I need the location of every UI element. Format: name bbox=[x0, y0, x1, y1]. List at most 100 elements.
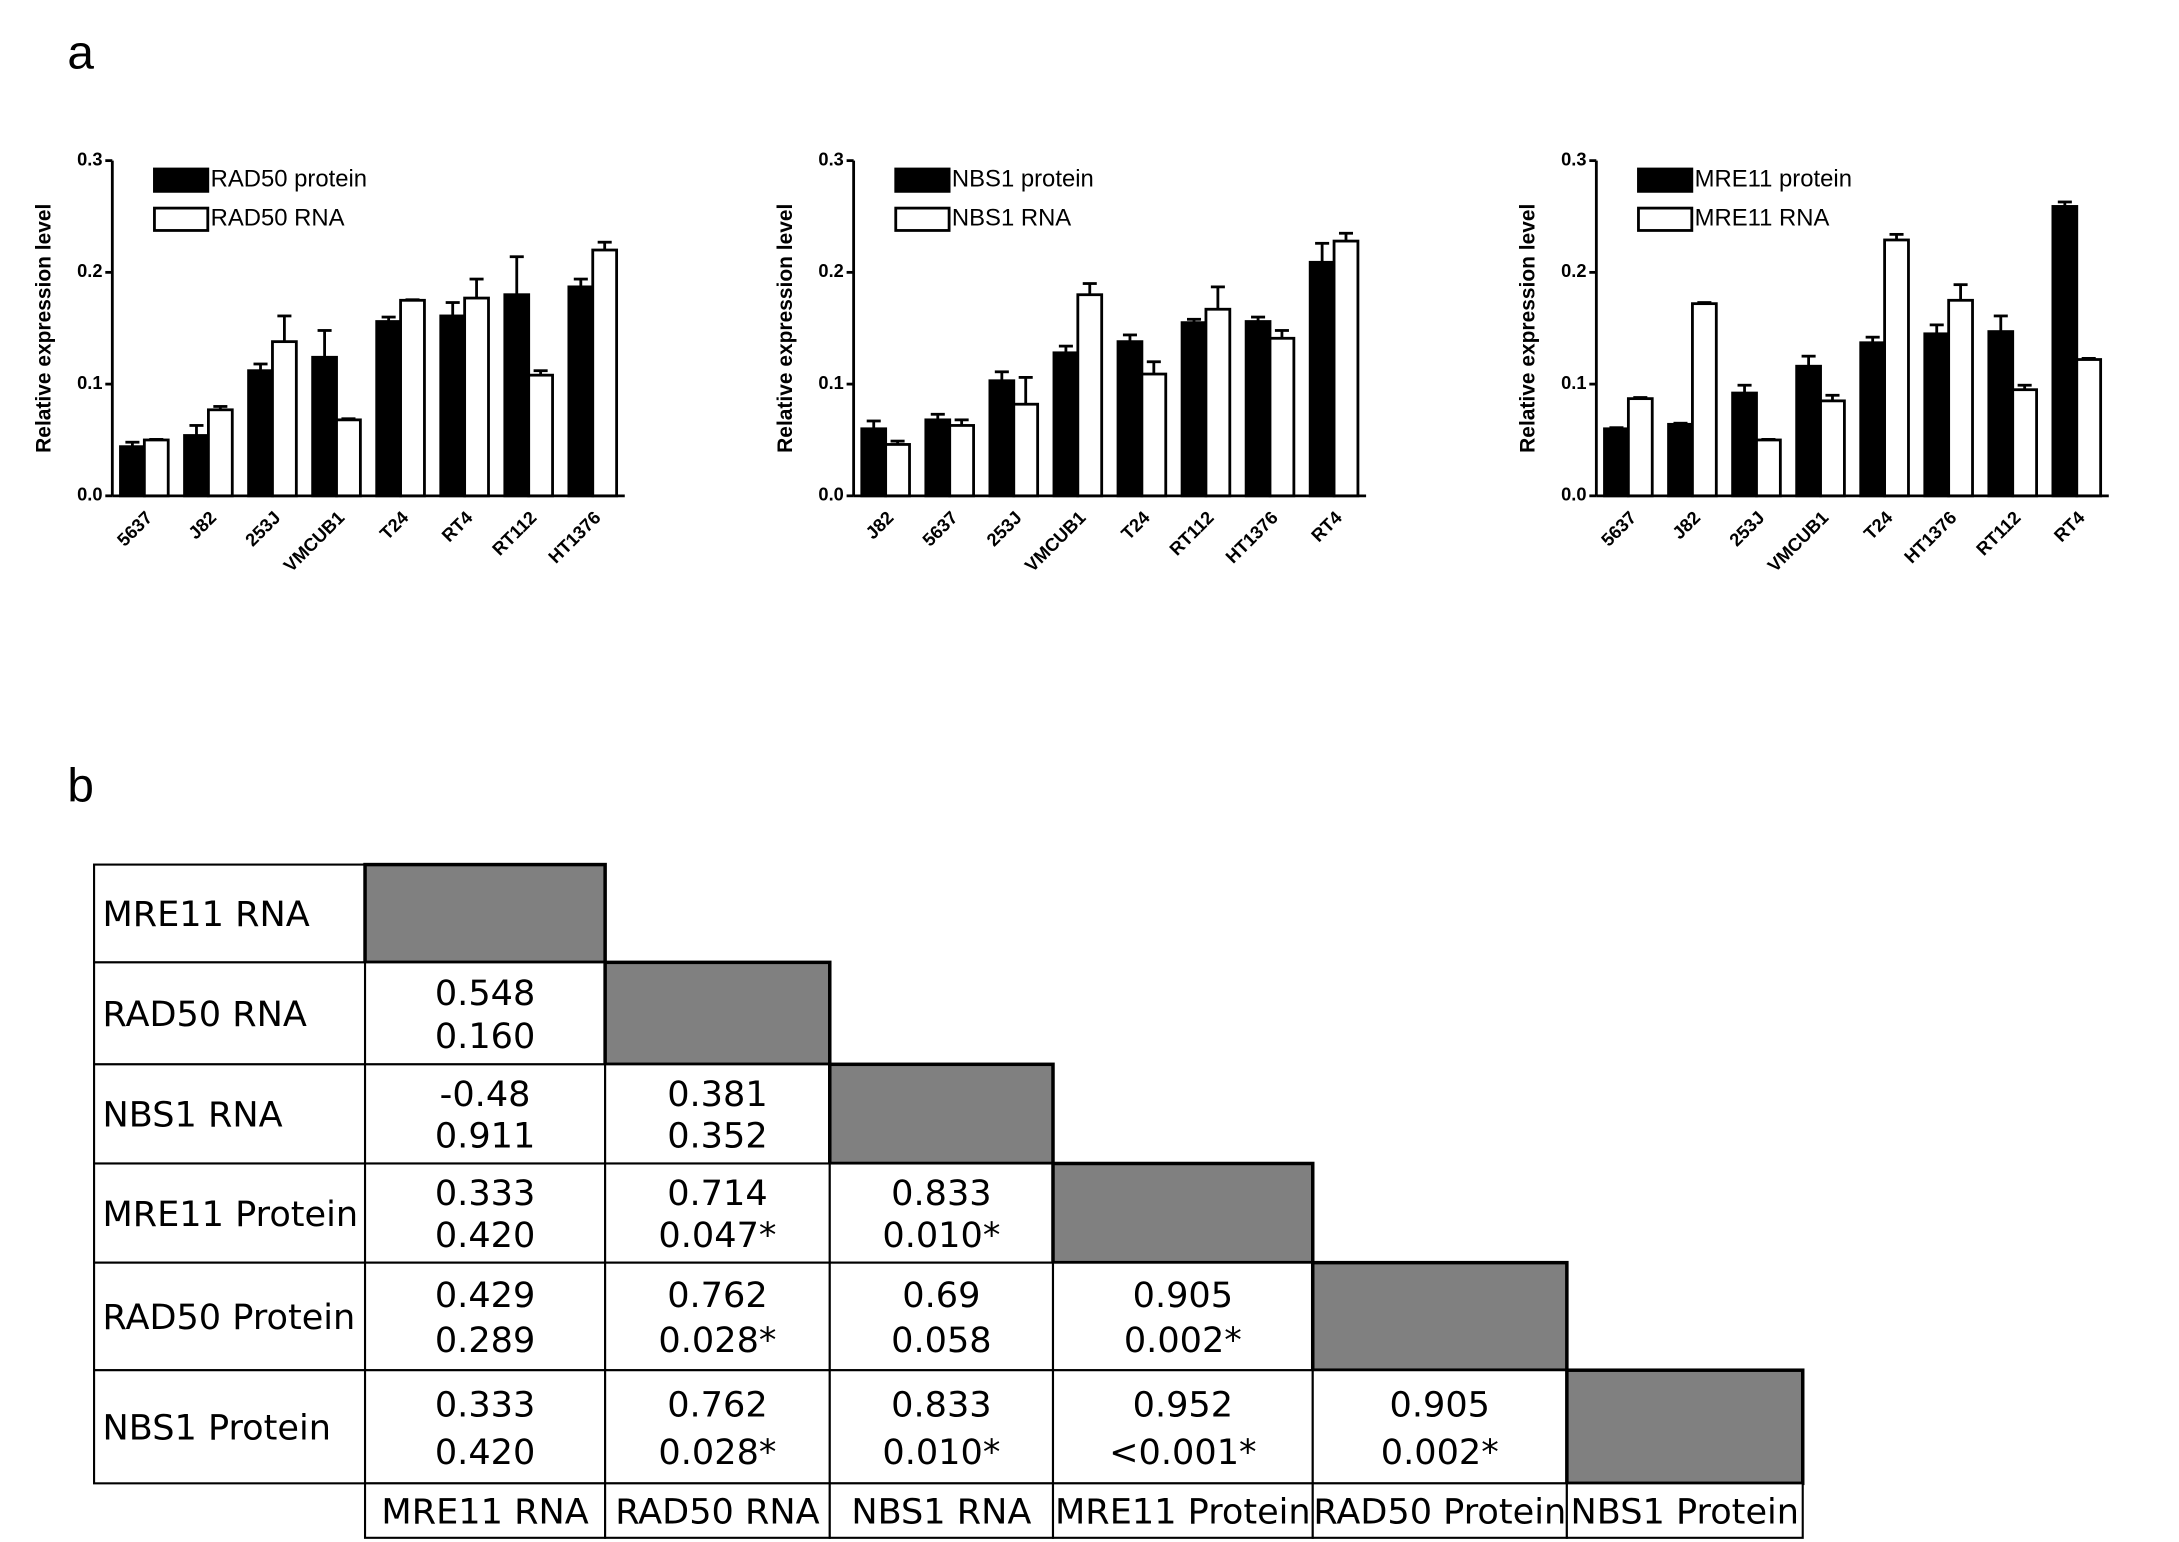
cell-value: 0.429 bbox=[435, 1276, 535, 1316]
bar bbox=[375, 320, 402, 498]
y-tick-label: 0.3 bbox=[818, 149, 843, 169]
bar bbox=[1795, 364, 1822, 498]
row-label: RAD50 RNA bbox=[102, 995, 306, 1035]
cell-value: 0.905 bbox=[1133, 1276, 1233, 1316]
x-tick-label: 253J bbox=[983, 508, 1026, 551]
x-tick-label: RT4 bbox=[2050, 507, 2089, 546]
table-cell bbox=[93, 1063, 367, 1165]
table-cell bbox=[1051, 1482, 1314, 1539]
diagonal-cell bbox=[1051, 1161, 1315, 1265]
bar bbox=[1076, 293, 1104, 498]
x-tick-label: T24 bbox=[1117, 507, 1154, 544]
panel-label: a bbox=[67, 27, 94, 80]
bar bbox=[2011, 388, 2038, 498]
bar bbox=[271, 340, 298, 498]
table-cell bbox=[363, 961, 607, 1066]
bar bbox=[1731, 391, 1758, 498]
legend-label: NBS1 protein bbox=[952, 165, 1094, 192]
cell-value: 0.714 bbox=[667, 1174, 767, 1214]
bar bbox=[1819, 399, 1846, 498]
bar bbox=[1268, 336, 1296, 498]
bar bbox=[207, 408, 234, 498]
bar bbox=[591, 248, 619, 498]
cell-value: 0.002* bbox=[1124, 1321, 1242, 1361]
row-label: NBS1 RNA bbox=[102, 1096, 282, 1136]
x-tick-label: HT1376 bbox=[1222, 508, 1282, 568]
cell-value: 0.333 bbox=[435, 1174, 535, 1214]
x-tick-label: 253J bbox=[241, 508, 284, 551]
cell-value: 0.548 bbox=[435, 974, 535, 1014]
x-tick-label: 253J bbox=[1725, 508, 1768, 551]
y-tick-label: 0.0 bbox=[818, 485, 843, 505]
table-cell bbox=[93, 863, 367, 964]
legend-swatch bbox=[153, 167, 210, 193]
bar bbox=[1140, 372, 1168, 498]
x-tick-label: J82 bbox=[862, 508, 898, 544]
table-cell bbox=[93, 1369, 367, 1485]
cell-value: 0.381 bbox=[667, 1075, 767, 1115]
cell-value: 0.010* bbox=[882, 1433, 1000, 1473]
cell-value: 0.911 bbox=[435, 1117, 535, 1157]
x-tick-label: J82 bbox=[1669, 508, 1705, 544]
table-cell bbox=[1565, 1482, 1804, 1539]
bar bbox=[1859, 341, 1887, 498]
y-tick-label: 0.0 bbox=[77, 485, 102, 505]
x-tick-label: VMCUB1 bbox=[1764, 508, 1833, 576]
cell-value: 0.833 bbox=[891, 1385, 991, 1425]
cell-value: 0.160 bbox=[435, 1017, 535, 1057]
column-label: MRE11 Protein bbox=[1055, 1492, 1311, 1532]
table-cell bbox=[604, 1063, 831, 1165]
y-tick-label: 0.2 bbox=[1561, 261, 1586, 281]
bar bbox=[1667, 422, 1694, 498]
table-cell bbox=[828, 1482, 1055, 1539]
row-label: NBS1 Protein bbox=[102, 1409, 330, 1449]
x-tick-label: RT4 bbox=[438, 507, 477, 546]
y-tick-label: 0.2 bbox=[77, 261, 102, 281]
cell-value: 0.028* bbox=[658, 1321, 776, 1361]
cell-value: 0.762 bbox=[667, 1385, 767, 1425]
bar bbox=[1755, 438, 1782, 498]
x-tick-label: RT112 bbox=[488, 508, 540, 560]
y-axis-label: Relative expression level bbox=[1516, 204, 1539, 453]
cell-value: 0.833 bbox=[891, 1174, 991, 1214]
x-tick-label: 5637 bbox=[919, 508, 962, 551]
row-label: RAD50 Protein bbox=[102, 1298, 355, 1338]
bar bbox=[1923, 332, 1951, 498]
x-tick-label: RT4 bbox=[1307, 507, 1346, 546]
x-tick-label: VMCUB1 bbox=[280, 508, 349, 576]
table-cell bbox=[828, 1261, 1055, 1372]
x-tick-label: VMCUB1 bbox=[1021, 508, 1090, 576]
table-cell bbox=[1051, 1369, 1314, 1485]
y-tick-label: 0.2 bbox=[818, 261, 843, 281]
y-axis-label: Relative expression level bbox=[774, 204, 797, 453]
x-tick-label: 5637 bbox=[113, 508, 156, 551]
x-tick-label: J82 bbox=[185, 508, 221, 544]
cell-value: 0.352 bbox=[667, 1117, 767, 1157]
cell-value: 0.002* bbox=[1381, 1433, 1499, 1473]
legend-swatch bbox=[153, 206, 210, 232]
bar bbox=[567, 285, 595, 498]
panel-label: b bbox=[67, 760, 94, 813]
column-label: RAD50 RNA bbox=[615, 1492, 819, 1532]
cell-value: 0.289 bbox=[435, 1321, 535, 1361]
bar bbox=[1180, 321, 1208, 498]
diagonal-cell bbox=[1310, 1260, 1569, 1372]
table-cell bbox=[604, 1162, 831, 1264]
bar bbox=[1947, 298, 1974, 498]
bar bbox=[1691, 302, 1718, 498]
diagonal-cell bbox=[603, 960, 832, 1067]
y-tick-label: 0.3 bbox=[1561, 149, 1586, 169]
bar bbox=[439, 314, 467, 498]
bar bbox=[2051, 205, 2079, 498]
cell-value: 0.333 bbox=[435, 1385, 535, 1425]
bar bbox=[463, 296, 490, 498]
legend-label: MRE11 protein bbox=[1695, 165, 1852, 192]
bar bbox=[1883, 238, 1910, 498]
legend-label: RAD50 protein bbox=[211, 165, 367, 192]
x-tick-label: HT1376 bbox=[545, 508, 605, 568]
table-cell bbox=[363, 1482, 607, 1539]
cell-value: <0.001* bbox=[1109, 1433, 1256, 1473]
table-cell bbox=[604, 1261, 831, 1372]
row-label: MRE11 RNA bbox=[102, 895, 309, 935]
